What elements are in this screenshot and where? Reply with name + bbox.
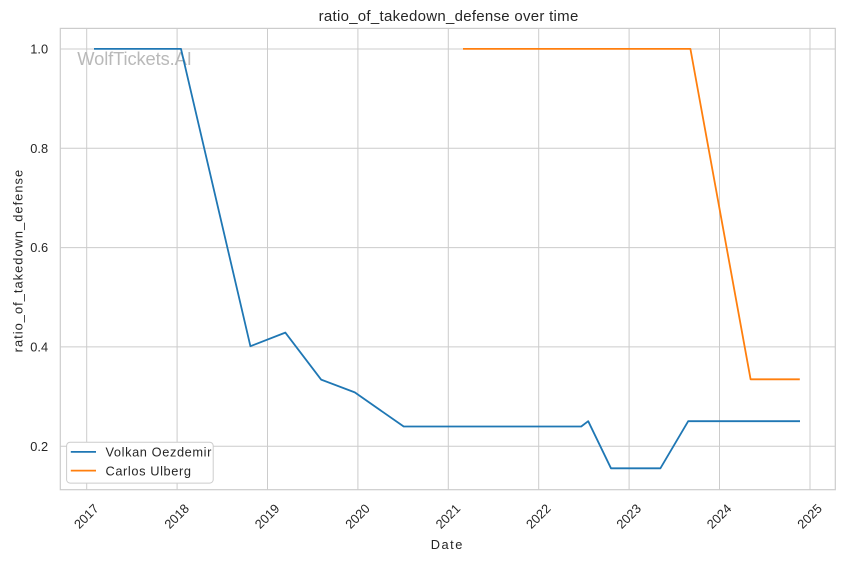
svg-text:Volkan Oezdemir: Volkan Oezdemir [106,445,213,460]
svg-text:Date: Date [431,537,464,552]
svg-text:0.4: 0.4 [30,340,48,355]
svg-text:ratio_of_takedown_defense over: ratio_of_takedown_defense over time [319,8,579,25]
svg-text:0.2: 0.2 [30,439,48,454]
svg-text:0.6: 0.6 [30,240,48,255]
svg-text:WolfTickets.AI: WolfTickets.AI [77,48,191,69]
svg-text:1.0: 1.0 [30,42,48,57]
svg-text:ratio_of_takedown_defense: ratio_of_takedown_defense [11,169,26,353]
svg-text:Carlos Ulberg: Carlos Ulberg [106,463,192,478]
svg-text:0.8: 0.8 [30,141,48,156]
